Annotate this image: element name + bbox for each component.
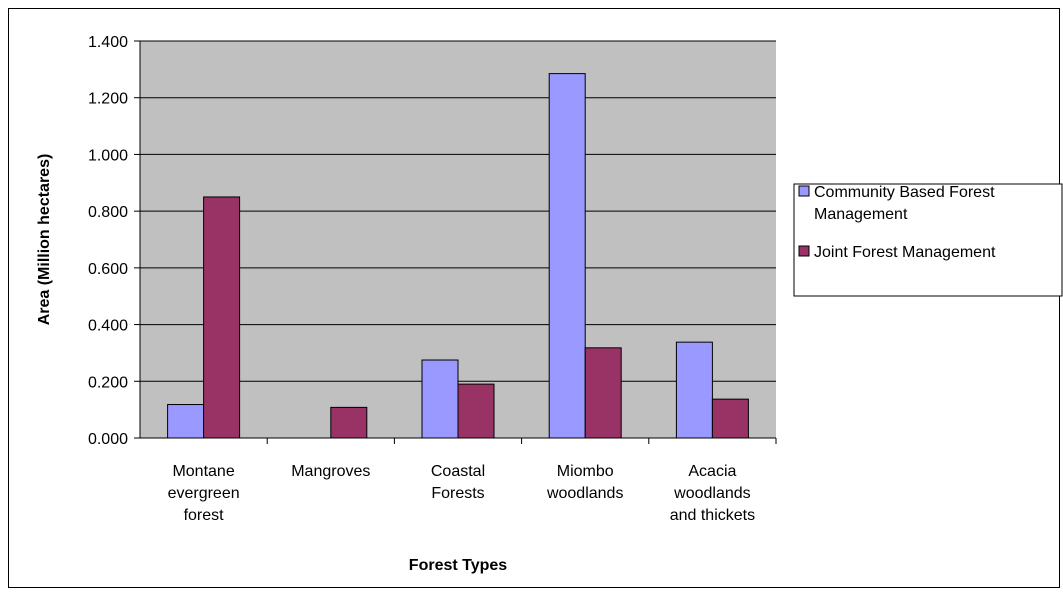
legend-swatch — [798, 185, 810, 197]
y-tick-label: 0.400 — [88, 318, 128, 335]
y-tick-label: 1.000 — [88, 147, 128, 164]
y-tick-labels: 0.000 0.200 0.400 0.600 0.800 1.000 1.200 1.400 — [88, 34, 128, 448]
bar-jfm — [711, 398, 749, 439]
axes — [134, 40, 777, 444]
y-tick-label: 0.800 — [88, 204, 128, 221]
bar-jfm — [330, 406, 368, 439]
y-tick-label: 0.000 — [88, 431, 128, 448]
bar-cbfm — [421, 359, 459, 439]
y-tick-label: 0.200 — [88, 374, 128, 391]
bar-jfm — [457, 383, 495, 439]
gridlines — [140, 40, 776, 382]
x-category-label: Acacia woodlands and thickets — [670, 463, 755, 524]
bar-cbfm — [548, 73, 586, 439]
bar-jfm — [584, 347, 622, 439]
legend: Community Based Forest Management Joint Fo… — [793, 183, 1063, 297]
bar-cbfm — [167, 404, 205, 439]
x-category-label: Miombo woodlands — [546, 463, 624, 502]
legend-swatch — [798, 245, 810, 257]
x-category-label: Coastal Forests — [431, 463, 485, 502]
legend-label: Community Based Forest Management — [814, 184, 995, 223]
y-tick-label: 1.200 — [88, 91, 128, 108]
legend-label: Joint Forest Management — [814, 244, 996, 261]
bar-cbfm — [675, 341, 713, 439]
y-axis-title: Area (Million hectares) — [36, 154, 53, 326]
bar-jfm — [203, 196, 241, 439]
legend-box — [793, 183, 1063, 297]
x-category-label: Montane evergreen forest — [168, 463, 240, 524]
x-category-labels: Montane evergreen forest Mangroves Coastal Fo… — [168, 463, 756, 524]
x-category-label: Mangroves — [291, 463, 370, 480]
y-tick-label: 0.600 — [88, 261, 128, 278]
x-axis-title: Forest Types — [409, 557, 508, 574]
y-tick-label: 1.400 — [88, 34, 128, 51]
